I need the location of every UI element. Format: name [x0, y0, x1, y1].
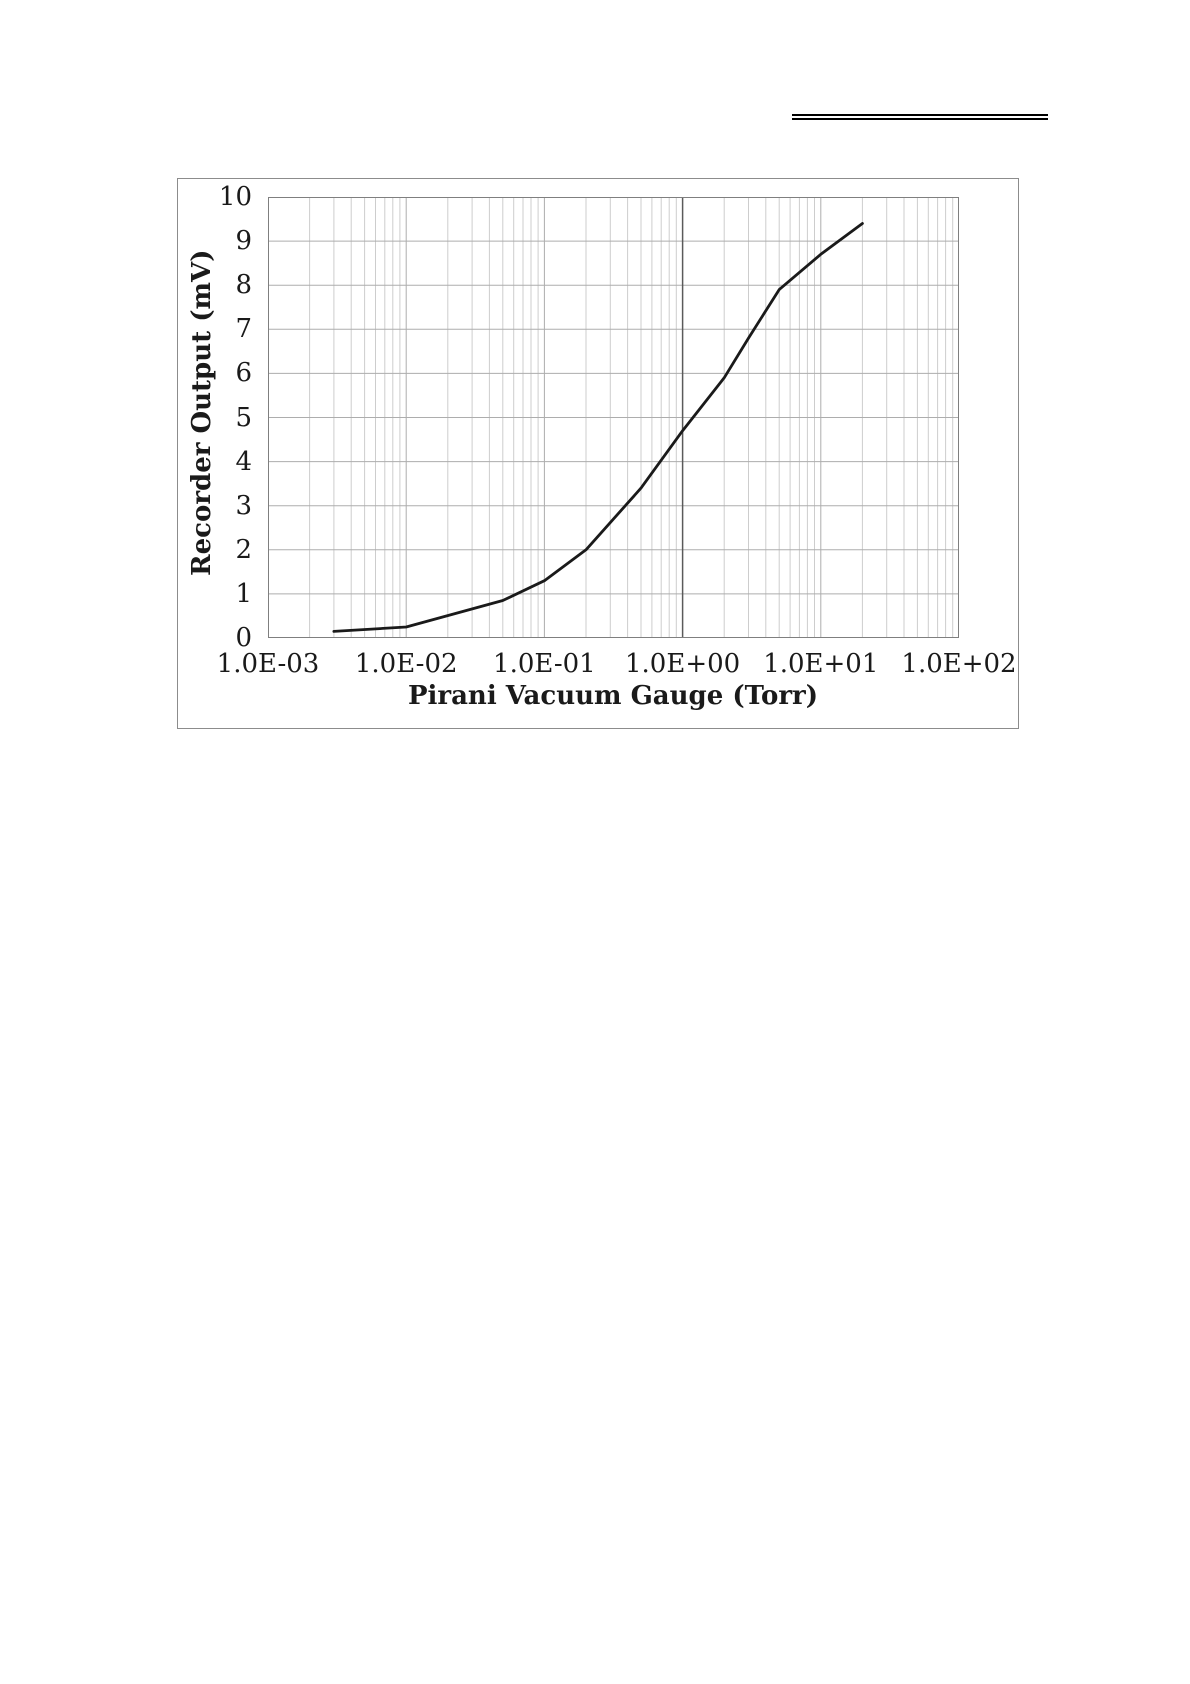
calibration-chart: Recorder Output (mV) 0 1 2 3 4 5 6 7 8 9 10 1.0E-0…	[177, 178, 1019, 729]
y-tick-label: 4	[235, 446, 252, 477]
x-tick-label: 1.0E+02	[901, 649, 1017, 679]
y-tick-label: 2	[235, 534, 252, 565]
y-tick-label: 7	[235, 314, 252, 345]
y-tick-label: 1	[235, 578, 252, 609]
plot-area	[268, 197, 959, 638]
x-tick-label: 1.0E+01	[763, 649, 879, 679]
x-tick-label: 1.0E+00	[624, 649, 741, 679]
y-tick-label: 9	[235, 226, 252, 257]
y-tick-label: 5	[235, 402, 252, 433]
y-tick-label: 3	[235, 490, 252, 521]
y-tick-label: 0	[235, 623, 252, 653]
x-tick-label: 1.0E-03	[216, 649, 320, 679]
x-tick-label: 1.0E-02	[354, 649, 458, 679]
y-tick-label: 10	[218, 182, 252, 212]
x-axis-title: Pirani Vacuum Gauge (Torr)	[407, 681, 819, 711]
double-rule	[792, 114, 1048, 120]
y-tick-label: 8	[235, 270, 252, 301]
x-tick-label: 1.0E-01	[493, 649, 596, 679]
plot-canvas	[268, 197, 959, 638]
y-tick-label: 6	[235, 358, 252, 389]
recorder-output-curve	[332, 222, 864, 633]
